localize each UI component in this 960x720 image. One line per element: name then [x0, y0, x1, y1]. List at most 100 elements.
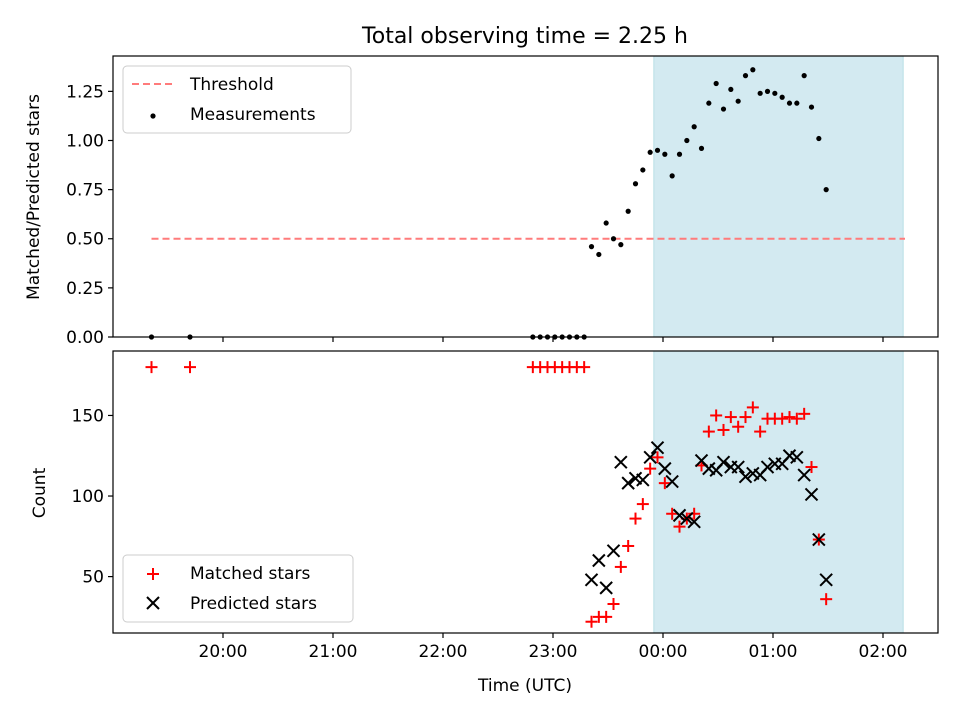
chart-title: Total observing time = 2.25 h	[361, 24, 688, 49]
predicted-stars-point	[790, 450, 804, 465]
predicted-stars-point	[658, 461, 672, 476]
matched-legend-label: Matched stars	[190, 564, 310, 584]
matched-stars-point	[658, 477, 671, 490]
y-tick-label: 0.00	[66, 328, 104, 348]
matched-stars-point	[776, 412, 789, 425]
x-tick-label: 22:00	[419, 642, 468, 662]
matched-stars-point	[145, 361, 158, 374]
matched-stars-point	[710, 409, 723, 422]
measurements-point	[596, 251, 602, 258]
y-tick-label: 1.25	[66, 82, 104, 102]
ratio-plot-frame	[112, 55, 939, 338]
matched-stars-point	[746, 401, 759, 414]
measurements-point	[676, 151, 683, 157]
predicted-stars-point	[650, 440, 665, 455]
measurements-point	[794, 100, 800, 106]
predicted-stars-point	[819, 573, 833, 587]
measurements-point	[640, 167, 646, 173]
measurements-point	[684, 137, 690, 144]
measurements-point	[823, 187, 829, 193]
measurements-legend-label: Measurements	[190, 105, 316, 125]
matched-stars-point	[790, 412, 803, 425]
measurements-point	[764, 88, 771, 94]
measurements-point	[816, 135, 822, 142]
matched-stars-point	[724, 411, 737, 424]
count-legend-box	[122, 554, 354, 623]
predicted-stars-point	[812, 532, 826, 547]
matched-stars-point	[754, 425, 767, 438]
predicted-stars-point	[665, 474, 679, 489]
predicted-stars-point	[636, 473, 650, 487]
measurements-legend-swatch	[150, 113, 156, 119]
matched-stars-point	[607, 597, 620, 610]
count-panel: 50 100 150 20:00 21:00 22:00 23:00 00:00 01:00 0…	[30, 350, 939, 696]
x-tick-label: 20:00	[199, 642, 248, 662]
predicted-stars-point	[584, 573, 599, 587]
y-tick-label: 150	[72, 406, 104, 426]
matched-stars-point	[666, 507, 679, 520]
measurements-point	[618, 242, 624, 248]
measurements-point	[669, 173, 675, 179]
matched-stars-point	[688, 507, 701, 520]
matched-stars-point	[673, 520, 686, 533]
predicted-stars-point	[606, 544, 621, 558]
count-plot-frame	[112, 350, 939, 634]
measurements-point	[728, 86, 734, 93]
matched-legend-swatch	[147, 568, 159, 580]
y-tick-label: 0.75	[66, 181, 104, 201]
x-tick-label: 00:00	[639, 642, 688, 662]
matched-stars-point	[614, 560, 627, 573]
matched-stars-point	[820, 593, 833, 606]
shaded-interval	[653, 55, 904, 338]
x-tick-label: 01:00	[749, 642, 798, 662]
y-tick-label: 50	[82, 568, 104, 588]
predicted-legend-label: Predicted stars	[190, 594, 317, 614]
measurements-point	[662, 151, 668, 157]
matched-stars-point	[600, 610, 613, 623]
predicted-stars-point	[621, 476, 635, 490]
measurements-point	[757, 90, 763, 96]
measurements-point	[786, 100, 793, 106]
matched-stars-point	[184, 361, 196, 374]
measurements-point	[808, 104, 815, 110]
measurements-point	[713, 80, 719, 87]
matched-stars-point	[732, 420, 745, 433]
predicted-stars-point	[797, 468, 811, 482]
measurements-point	[691, 124, 697, 130]
measurements-point	[603, 220, 609, 226]
predicted-stars-point	[738, 469, 753, 484]
measurements-point	[779, 94, 785, 100]
ratio-legend: Threshold Measurements	[122, 65, 352, 134]
matched-stars-point	[629, 512, 642, 525]
matched-stars-point	[585, 615, 598, 628]
measurements-point	[698, 145, 705, 151]
matched-stars-point	[651, 451, 664, 464]
predicted-stars-point	[643, 450, 657, 465]
predicted-stars-point	[760, 460, 775, 474]
measurements-point	[801, 73, 807, 79]
measurements-point	[706, 100, 712, 106]
threshold-legend-label: Threshold	[189, 75, 274, 95]
matched-stars-point	[739, 411, 752, 424]
predicted-stars-point	[731, 460, 745, 474]
measurements-point	[625, 208, 631, 214]
predicted-legend-swatch	[146, 596, 160, 610]
x-tick-label: 23:00	[529, 642, 578, 662]
measurements-point	[772, 90, 778, 96]
measurements-point	[735, 98, 741, 104]
ratio-panel: 0.00 0.25 0.50 0.75 1.00 1.25 Matched/Predict…	[24, 55, 939, 348]
ratio-y-axis-label: Matched/Predicted stars	[24, 94, 44, 300]
matched-stars-point	[622, 539, 635, 552]
predicted-stars-point	[680, 511, 694, 526]
measurements-point	[588, 244, 595, 250]
y-tick-label: 0.25	[66, 279, 104, 299]
matched-stars-point	[805, 461, 818, 474]
matched-stars-point	[644, 462, 657, 475]
matched-stars-point	[717, 423, 730, 436]
matched-stars-point	[636, 498, 649, 511]
count-legend: Matched stars Predicted stars	[122, 554, 354, 623]
measurements-point	[720, 106, 727, 112]
measurements-point	[654, 147, 661, 153]
matched-stars-point	[798, 407, 811, 420]
